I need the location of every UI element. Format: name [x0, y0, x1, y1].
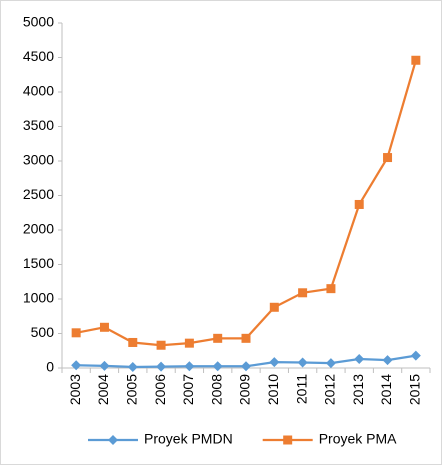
- marker: [383, 153, 393, 163]
- y-tick-label: 0: [46, 359, 54, 375]
- x-tick-label: 2012: [322, 374, 338, 405]
- marker: [297, 357, 308, 368]
- x-tick-label: 2013: [350, 374, 366, 405]
- y-tick-label: 500: [31, 324, 55, 340]
- marker: [269, 357, 280, 368]
- legend-item: Proyek PMDN: [88, 431, 233, 447]
- y-tick-label: 3500: [23, 117, 54, 133]
- y-tick-label: 2000: [23, 221, 54, 237]
- y-tick-label: 4500: [23, 48, 54, 64]
- marker: [241, 361, 251, 372]
- y-tick-label: 5000: [23, 14, 54, 30]
- marker: [283, 435, 293, 445]
- x-tick-label: 2006: [152, 374, 168, 405]
- marker: [184, 361, 195, 372]
- marker: [99, 322, 109, 332]
- marker: [269, 302, 279, 312]
- x-tick-label: 2014: [378, 374, 394, 405]
- y-tick-label: 2500: [23, 186, 54, 202]
- x-tick-label: 2007: [180, 374, 196, 405]
- marker: [71, 360, 82, 371]
- marker: [213, 333, 223, 343]
- y-tick-label: 1000: [23, 290, 54, 306]
- marker: [184, 338, 194, 348]
- marker: [241, 333, 251, 343]
- marker: [410, 350, 421, 361]
- y-tick-label: 4000: [23, 83, 54, 99]
- x-tick-label: 2004: [95, 374, 111, 405]
- x-tick-label: 2008: [208, 374, 224, 405]
- marker: [382, 355, 393, 366]
- x-tick-label: 2015: [407, 374, 423, 405]
- marker: [156, 361, 167, 372]
- x-tick-label: 2005: [123, 374, 139, 405]
- marker: [325, 358, 336, 369]
- marker: [212, 361, 223, 372]
- x-tick-label: 2003: [67, 374, 83, 405]
- marker: [156, 340, 166, 350]
- x-tick-label: 2010: [265, 374, 281, 405]
- marker: [354, 354, 365, 365]
- x-tick-label: 2011: [293, 374, 309, 404]
- marker: [99, 360, 110, 371]
- marker: [128, 337, 138, 347]
- y-tick-label: 1500: [23, 255, 54, 271]
- y-tick-label: 3000: [23, 152, 54, 168]
- x-tick-label: 2009: [237, 374, 253, 405]
- marker: [298, 288, 308, 298]
- marker: [354, 199, 364, 209]
- legend-label: Proyek PMDN: [144, 431, 233, 447]
- marker: [108, 435, 118, 445]
- marker: [71, 328, 81, 338]
- marker: [326, 284, 336, 294]
- marker: [127, 361, 138, 372]
- legend-item: Proyek PMA: [262, 431, 397, 447]
- marker: [411, 55, 421, 65]
- legend-label: Proyek PMA: [319, 431, 397, 447]
